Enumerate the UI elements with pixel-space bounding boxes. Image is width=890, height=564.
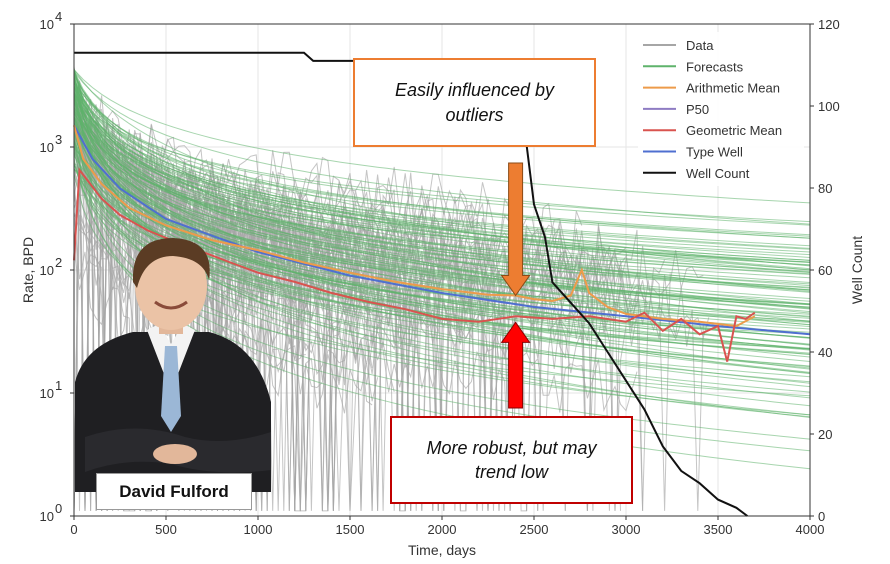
- forecast-line: [73, 107, 811, 313]
- forecast-line: [73, 106, 811, 266]
- callout-robust: More robust, but may trend low: [390, 416, 633, 504]
- forecast-line: [73, 83, 811, 256]
- y2-axis-title: Well Count: [849, 236, 865, 304]
- x-tick-label: 0: [70, 522, 77, 537]
- legend-label: Geometric Mean: [686, 123, 782, 138]
- x-tick-label: 2500: [520, 522, 549, 537]
- forecast-line: [73, 79, 811, 305]
- forecast-line: [73, 74, 811, 308]
- forecast-line: [73, 93, 811, 223]
- y-tick-exponent: 1: [55, 378, 62, 393]
- forecast-line: [73, 80, 811, 270]
- x-tick-label: 3000: [612, 522, 641, 537]
- forecast-line: [73, 85, 811, 351]
- forecast-line: [73, 82, 811, 271]
- forecast-line: [73, 70, 811, 370]
- y2-tick-label: 60: [818, 263, 832, 278]
- forecast-line: [73, 158, 811, 452]
- y-tick-exponent: 3: [55, 132, 62, 147]
- x-tick-label: 3500: [704, 522, 733, 537]
- forecast-line: [73, 75, 811, 292]
- x-tick-label: 2000: [428, 522, 457, 537]
- forecast-line: [73, 113, 811, 253]
- forecast-line: [73, 116, 811, 306]
- y-tick-label: 10: [40, 386, 54, 401]
- hand: [153, 444, 197, 464]
- y2-tick-label: 40: [818, 345, 832, 360]
- hair: [132, 238, 210, 288]
- data-line: [73, 141, 489, 511]
- series-line-geometric-mean: [73, 167, 756, 362]
- y-tick-label: 10: [40, 509, 54, 524]
- forecast-line: [73, 94, 811, 279]
- forecast-line: [73, 130, 811, 299]
- forecast-line: [73, 69, 811, 204]
- x-tick-label: 1000: [244, 522, 273, 537]
- x-axis-ticks: 0 500 1000 1500 2000 2500 3000 3500 4000: [70, 516, 824, 537]
- arrow-up: [500, 321, 531, 409]
- y2-tick-label: 0: [818, 509, 825, 524]
- forecast-line: [73, 108, 811, 287]
- series-line-type-well: [73, 124, 811, 336]
- legend-label: Data: [686, 38, 714, 53]
- forecast-line: [73, 113, 811, 288]
- forecast-line: [73, 92, 811, 261]
- y-axis-title: Rate, BPD: [20, 237, 36, 303]
- presenter-name-tag: David Fulford: [96, 473, 252, 510]
- y-tick-exponent: 0: [55, 501, 62, 516]
- forecast-line: [73, 79, 811, 350]
- arrow-down: [500, 162, 531, 297]
- y-tick-label: 10: [40, 263, 54, 278]
- legend-label: Well Count: [686, 166, 750, 181]
- forecast-line: [73, 71, 811, 225]
- presenter-photo: [75, 238, 271, 492]
- forecast-line: [73, 102, 811, 258]
- legend-label: Forecasts: [686, 59, 744, 74]
- data-line: [73, 190, 373, 511]
- forecast-line: [73, 92, 811, 339]
- forecast-line: [73, 76, 811, 326]
- forecast-line: [73, 71, 811, 226]
- y2-tick-label: 120: [818, 17, 840, 32]
- callout-outliers: Easily influenced by outliers: [353, 58, 596, 147]
- legend-label: Arithmetic Mean: [686, 81, 780, 96]
- x-tick-label: 500: [155, 522, 177, 537]
- forecast-line: [73, 99, 811, 273]
- y2-axis-ticks: 0 20 40 60 80 100 120: [810, 17, 840, 524]
- y2-tick-label: 80: [818, 181, 832, 196]
- forecast-line: [73, 151, 811, 470]
- x-axis-title: Time, days: [408, 542, 476, 558]
- y2-tick-label: 20: [818, 427, 832, 442]
- legend: Data Forecasts Arithmetic Mean P50 Geometric…: [638, 32, 804, 186]
- x-tick-label: 4000: [796, 522, 825, 537]
- forecast-line: [73, 67, 811, 250]
- forecast-line: [73, 100, 811, 305]
- legend-label: Type Well: [686, 145, 743, 160]
- y-tick-label: 10: [40, 140, 54, 155]
- callout-arrows: [500, 162, 531, 409]
- y-tick-exponent: 2: [55, 255, 62, 270]
- legend-label: P50: [686, 102, 709, 117]
- y-tick-exponent: 4: [55, 9, 62, 24]
- forecast-line: [73, 72, 811, 346]
- face: [135, 242, 207, 330]
- forecast-line: [73, 72, 811, 236]
- smile: [154, 300, 188, 310]
- y-tick-label: 10: [40, 17, 54, 32]
- x-tick-label: 1500: [336, 522, 365, 537]
- y2-tick-label: 100: [818, 99, 840, 114]
- series-line-arithmetic-mean: [73, 125, 756, 328]
- necktie: [161, 346, 181, 432]
- forecast-lines: [73, 67, 811, 470]
